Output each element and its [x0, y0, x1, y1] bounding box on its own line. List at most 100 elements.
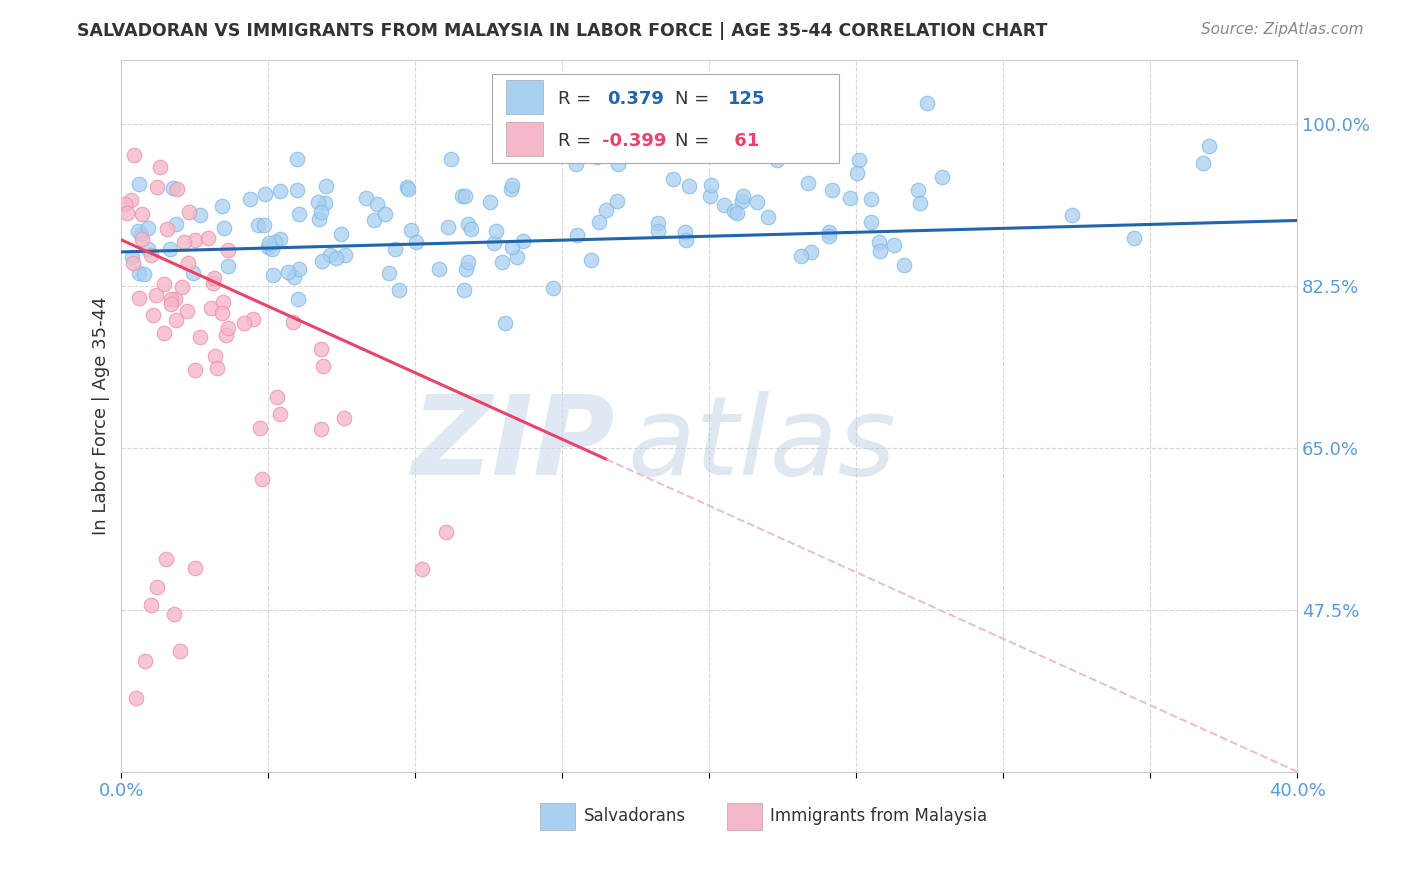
Point [565, 227, 588, 242]
Point [868, 235, 890, 250]
Point [232, 316, 254, 330]
Point [239, 192, 262, 206]
Point [253, 186, 276, 201]
Point [797, 176, 820, 190]
Point [204, 349, 226, 363]
Point [169, 644, 191, 658]
Point [121, 250, 143, 264]
Point [451, 189, 474, 203]
Point [139, 248, 162, 262]
Point [457, 255, 479, 269]
Point [120, 193, 142, 207]
Point [1192, 155, 1215, 169]
Point [184, 561, 207, 575]
Point [725, 205, 748, 219]
Point [731, 194, 754, 209]
Point [242, 312, 264, 326]
Point [211, 306, 233, 320]
Point [434, 525, 457, 540]
FancyBboxPatch shape [492, 74, 838, 163]
Point [595, 202, 617, 217]
Point [288, 207, 311, 221]
Point [821, 183, 844, 197]
Point [318, 247, 340, 261]
Text: R =: R = [558, 132, 596, 150]
Point [756, 210, 779, 224]
Point [163, 607, 186, 622]
Point [860, 192, 883, 206]
Point [606, 194, 628, 208]
Point [139, 598, 162, 612]
Point [1060, 208, 1083, 222]
Point [165, 313, 187, 327]
Point [845, 166, 868, 180]
Point [427, 262, 450, 277]
Text: atlas: atlas [627, 391, 896, 498]
Point [257, 240, 280, 254]
Point [308, 211, 330, 226]
Point [454, 189, 477, 203]
Point [395, 180, 418, 194]
Point [440, 153, 463, 167]
Point [800, 245, 823, 260]
Point [176, 256, 198, 270]
Point [543, 281, 565, 295]
Point [211, 199, 233, 213]
Point [405, 235, 427, 249]
Point [485, 224, 508, 238]
Point [860, 214, 883, 228]
Point [128, 178, 150, 192]
Point [818, 229, 841, 244]
Point [396, 182, 419, 196]
Point [501, 181, 523, 195]
Text: Immigrants from Malaysia: Immigrants from Malaysia [770, 807, 987, 825]
Point [647, 216, 669, 230]
Point [315, 178, 337, 193]
Point [138, 242, 160, 256]
Point [436, 219, 458, 234]
Point [131, 232, 153, 246]
Point [333, 248, 356, 262]
Point [214, 327, 236, 342]
Point [309, 205, 332, 219]
Point [314, 195, 336, 210]
Point [269, 184, 291, 198]
Point [122, 148, 145, 162]
Point [188, 208, 211, 222]
Point [700, 178, 723, 192]
Point [907, 183, 929, 197]
Point [159, 297, 181, 311]
Point [212, 294, 235, 309]
Point [747, 195, 769, 210]
Point [579, 253, 602, 268]
Point [153, 277, 176, 292]
Point [197, 231, 219, 245]
Point [264, 235, 287, 250]
Point [188, 329, 211, 343]
Point [1122, 230, 1144, 244]
Point [202, 277, 225, 291]
Point [494, 316, 516, 330]
Point [479, 194, 502, 209]
Point [176, 303, 198, 318]
Point [817, 225, 839, 239]
Point [249, 421, 271, 435]
Point [312, 359, 335, 374]
Point [128, 266, 150, 280]
Text: R =: R = [558, 90, 596, 108]
Point [200, 301, 222, 316]
Point [883, 238, 905, 252]
Point [482, 235, 505, 250]
Point [285, 183, 308, 197]
Y-axis label: In Labor Force | Age 35-44: In Labor Force | Age 35-44 [93, 296, 110, 535]
Point [329, 227, 352, 241]
Point [699, 189, 721, 203]
Point [117, 206, 139, 220]
FancyBboxPatch shape [506, 80, 544, 114]
Point [266, 390, 288, 404]
Point [170, 280, 193, 294]
Point [662, 172, 685, 186]
Point [262, 268, 284, 282]
Point [460, 222, 482, 236]
Point [217, 260, 239, 274]
